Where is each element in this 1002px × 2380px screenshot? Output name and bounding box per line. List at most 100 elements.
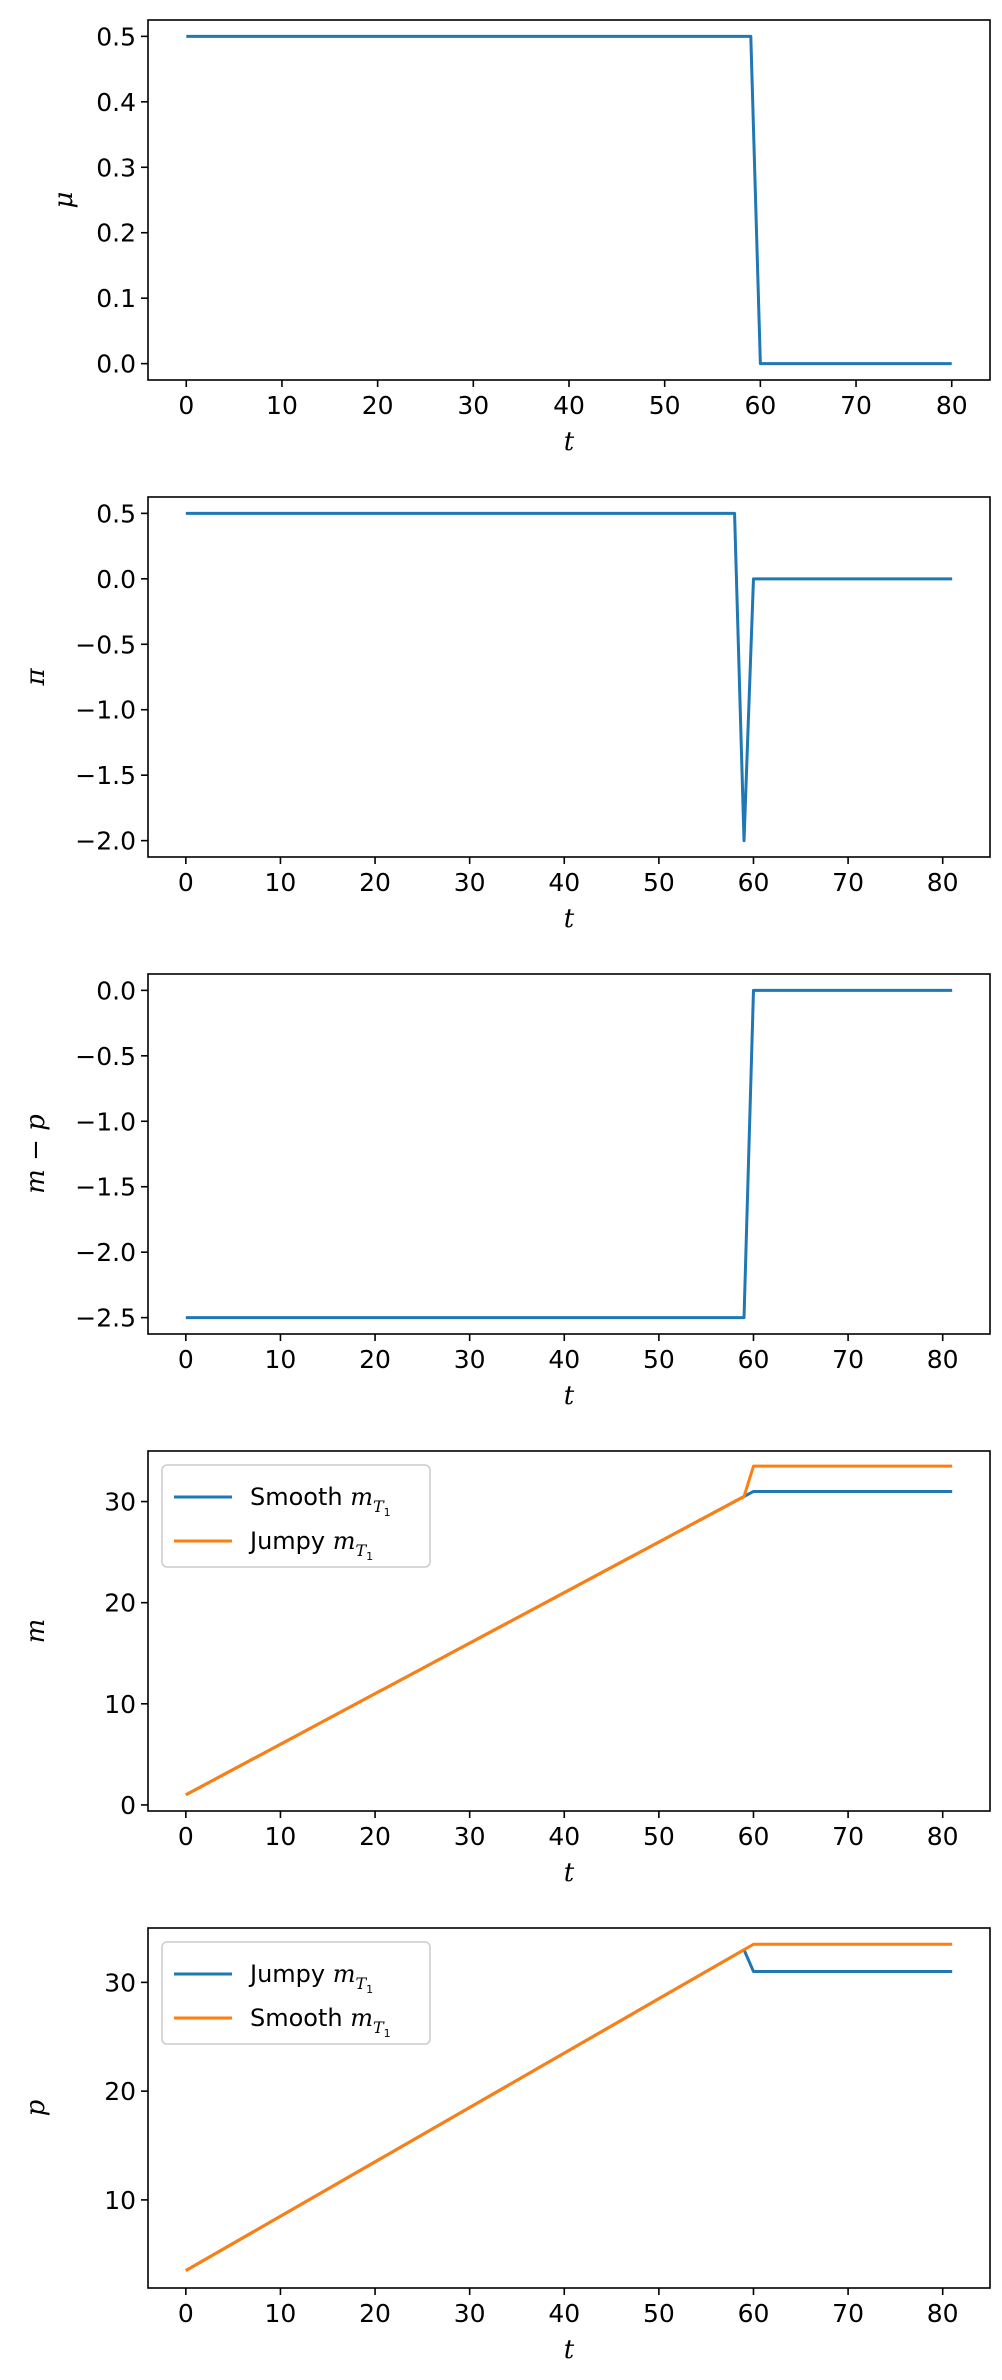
x-tick-label: 30: [454, 868, 486, 897]
panel-1: 0 10 20 30 40 50 60 70 80 0.0 0.1 0.2 0.3 0.4 0.5 t μ: [49, 19, 991, 457]
x-tick-label: 0: [178, 1822, 194, 1851]
plot-frame: [147, 1927, 991, 2289]
x-tick-label: 70: [832, 1345, 864, 1374]
x-tick-label: 50: [643, 868, 675, 897]
y-tick-label: 20: [104, 2077, 136, 2106]
x-tick-label: 60: [738, 1345, 770, 1374]
x-tick-label: 70: [840, 391, 872, 420]
y-tick-label: 0.4: [96, 88, 136, 117]
x-tick-label: 80: [927, 2299, 959, 2328]
x-tick-label: 10: [265, 1822, 297, 1851]
x-tick-label: 70: [832, 868, 864, 897]
panel-2: 0 10 20 30 40 50 60 70 80 0.5 0.0 −0.5 −1.0 −1.5 −2.0 t…: [21, 496, 991, 934]
x-tick-label: 40: [548, 1345, 580, 1374]
x-tick-label: 80: [936, 391, 968, 420]
x-axis-label: t: [564, 1858, 575, 1888]
y-tick-label: 0.0: [96, 350, 136, 379]
legend-entry: Jumpy mT1: [248, 1527, 373, 1563]
y-tick-label: −1.5: [75, 761, 136, 790]
legend-entry: Smooth mT1: [250, 1483, 391, 1519]
x-tick-label: 10: [265, 2299, 297, 2328]
x-tick-label: 0: [178, 2299, 194, 2328]
x-tick-label: 30: [454, 2299, 486, 2328]
y-tick-label: 0.5: [96, 22, 136, 51]
x-axis-label: t: [564, 427, 575, 457]
x-tick-label: 20: [359, 1822, 391, 1851]
x-tick-label: 50: [643, 2299, 675, 2328]
series-line-1: [185, 988, 953, 1320]
y-tick-label: −2.0: [75, 1238, 136, 1267]
x-tick-label: 30: [454, 1822, 486, 1851]
y-tick-label: 0.0: [96, 565, 136, 594]
x-tick-label: 50: [643, 1345, 675, 1374]
y-axis-label: m − p: [21, 1114, 51, 1194]
y-tick-label: 0.1: [96, 284, 136, 313]
series-line-2: [185, 1464, 953, 1797]
x-axis-label: t: [564, 904, 575, 934]
x-tick-label: 10: [266, 391, 298, 420]
x-tick-label: 60: [738, 1822, 770, 1851]
y-tick-label: 10: [104, 1690, 136, 1719]
x-tick-label: 20: [362, 391, 394, 420]
y-tick-label: −1.5: [75, 1173, 136, 1202]
y-tick-label: 10: [104, 2186, 136, 2215]
y-tick-label: 20: [104, 1589, 136, 1618]
plot-frame: [147, 496, 991, 858]
y-tick-label: 30: [104, 1968, 136, 1997]
legend: Smooth mT1 Jumpy mT1: [161, 1464, 431, 1568]
y-tick-label: 0.3: [96, 153, 136, 182]
x-tick-label: 80: [927, 1822, 959, 1851]
series-line-1: [186, 34, 952, 366]
y-axis-label: μ: [49, 192, 79, 209]
y-tick-label: −2.5: [75, 1304, 136, 1333]
x-tick-label: 30: [454, 1345, 486, 1374]
series-line-2: [185, 1942, 953, 2272]
x-tick-label: 50: [649, 391, 681, 420]
x-tick-label: 40: [548, 1822, 580, 1851]
x-tick-label: 60: [738, 2299, 770, 2328]
plot-frame: [147, 1450, 991, 1812]
y-tick-label: −0.5: [75, 1042, 136, 1071]
y-tick-label: −1.0: [75, 1107, 136, 1136]
x-tick-label: 0: [178, 1345, 194, 1374]
x-tick-label: 0: [178, 391, 194, 420]
x-axis-label: t: [564, 2335, 575, 2365]
series-line-1: [185, 511, 953, 843]
y-tick-label: 0.2: [96, 219, 136, 248]
y-tick-label: 30: [104, 1488, 136, 1517]
y-tick-label: 0.0: [96, 976, 136, 1005]
y-tick-label: 0: [120, 1791, 136, 1820]
plot-frame: [147, 19, 991, 381]
x-tick-label: 20: [359, 1345, 391, 1374]
y-tick-label: −1.0: [75, 696, 136, 725]
x-tick-label: 60: [738, 868, 770, 897]
x-tick-label: 60: [744, 391, 776, 420]
panel-4: 0 10 20 30 40 50 60 70 80 0 10 20 30 t m Smooth mT1 Jump…: [21, 1450, 991, 1888]
x-tick-label: 50: [643, 1822, 675, 1851]
x-tick-label: 40: [548, 2299, 580, 2328]
x-tick-label: 20: [359, 868, 391, 897]
x-tick-label: 40: [548, 868, 580, 897]
panel-5: 0 10 20 30 40 50 60 70 80 10 20 30 t p Jumpy mT1 Smooth…: [21, 1927, 991, 2365]
legend: Jumpy mT1 Smooth mT1: [161, 1941, 431, 2045]
panel-3: 0 10 20 30 40 50 60 70 80 0.0 −0.5 −1.0 −1.5 −2.0 −2.5…: [21, 973, 991, 1411]
x-tick-label: 10: [265, 868, 297, 897]
y-axis-label: m: [21, 1619, 51, 1644]
legend-entry: Jumpy mT1: [248, 1960, 373, 1996]
plot-frame: [147, 973, 991, 1335]
y-tick-label: −0.5: [75, 630, 136, 659]
x-tick-label: 30: [457, 391, 489, 420]
x-tick-label: 20: [359, 2299, 391, 2328]
x-tick-label: 0: [178, 868, 194, 897]
y-axis-label: π: [21, 668, 51, 687]
x-tick-label: 80: [927, 868, 959, 897]
y-axis-label: p: [21, 2099, 51, 2116]
x-axis-label: t: [564, 1381, 575, 1411]
x-tick-label: 40: [553, 391, 585, 420]
legend-entry: Smooth mT1: [250, 2004, 391, 2040]
y-tick-label: 0.5: [96, 499, 136, 528]
y-tick-label: −2.0: [75, 827, 136, 856]
x-tick-label: 10: [265, 1345, 297, 1374]
x-tick-label: 80: [927, 1345, 959, 1374]
